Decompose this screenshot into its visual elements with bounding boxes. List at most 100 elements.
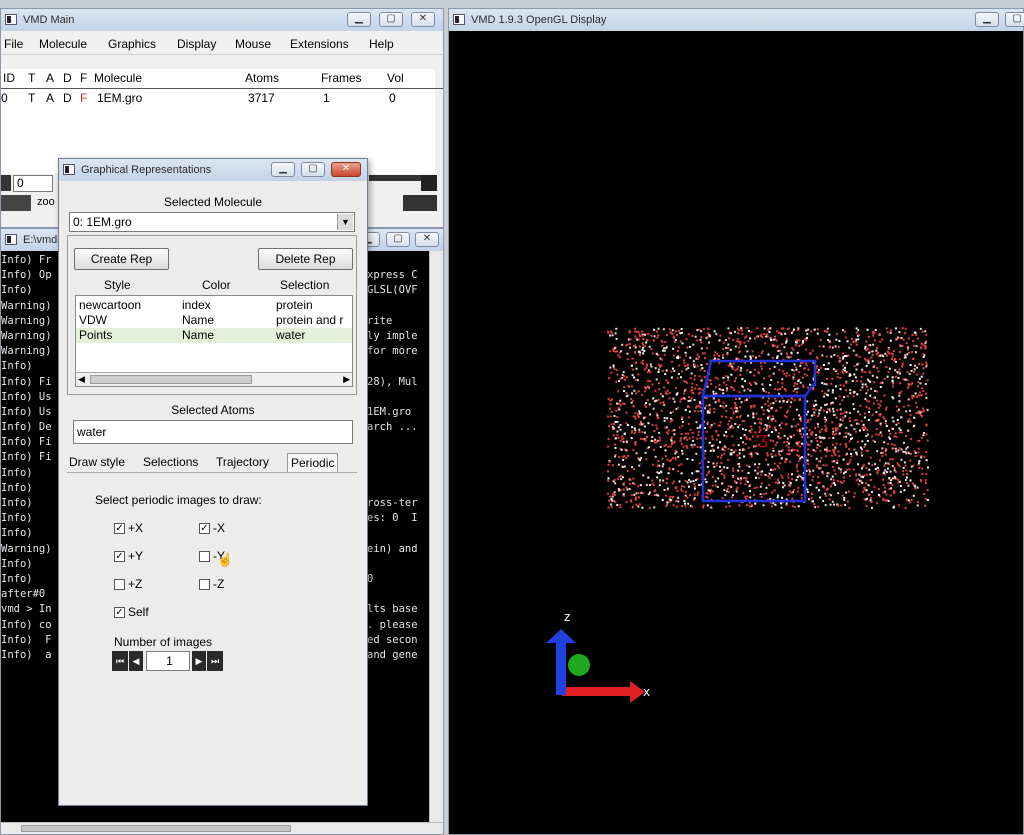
water-point xyxy=(732,475,734,477)
tab-trajectory[interactable]: Trajectory xyxy=(216,455,269,469)
console-vertical-scrollbar[interactable] xyxy=(429,251,443,822)
reps-horizontal-scrollbar[interactable]: ◀ ▶ xyxy=(76,372,352,386)
water-point xyxy=(911,351,913,353)
gl-titlebar[interactable]: VMD 1.9.3 OpenGL Display ▁ ▢ xyxy=(449,9,1024,31)
vmd-main-titlebar[interactable]: VMD Main ▁ ▢ ✕ xyxy=(1,9,443,31)
table-row[interactable]: VDW Name protein and r xyxy=(76,313,352,328)
col-frames[interactable]: Frames xyxy=(321,71,362,85)
water-point xyxy=(891,379,894,382)
frame-input[interactable]: 0 xyxy=(13,175,53,192)
scroll-right-icon[interactable]: ▶ xyxy=(343,374,350,384)
last-icon[interactable]: ⏭ xyxy=(207,651,223,671)
plus-x-checkbox[interactable]: ✓ xyxy=(114,523,125,534)
selected-molecule-dropdown[interactable]: 0: 1EM.gro ▼ xyxy=(69,212,355,232)
console-horizontal-scrollbar[interactable] xyxy=(1,822,443,834)
number-of-images-input[interactable]: 1 xyxy=(146,651,190,671)
mol-drawn[interactable]: D xyxy=(63,91,72,105)
water-point xyxy=(926,499,929,501)
minus-z-checkbox[interactable] xyxy=(199,579,210,590)
close-button[interactable]: ✕ xyxy=(415,232,439,247)
water-point xyxy=(619,489,622,492)
step-forward-button[interactable] xyxy=(403,195,437,211)
col-atoms[interactable]: Atoms xyxy=(245,71,280,85)
water-point xyxy=(798,428,801,430)
water-point xyxy=(833,452,836,455)
selected-atoms-input[interactable]: water xyxy=(73,420,353,444)
console-line-left: Info) Fr xyxy=(1,254,52,266)
chevron-down-icon[interactable]: ▼ xyxy=(337,214,353,230)
mol-top[interactable]: T xyxy=(28,91,36,105)
water-point xyxy=(658,436,661,439)
next-icon[interactable]: ▶ xyxy=(192,651,206,671)
water-point xyxy=(915,412,918,415)
delete-rep-button[interactable]: Delete Rep xyxy=(258,248,353,270)
scroll-thumb[interactable] xyxy=(90,375,252,384)
plus-y-checkbox[interactable]: ✓ xyxy=(114,551,125,562)
water-point xyxy=(897,449,900,452)
menu-graphics[interactable]: Graphics xyxy=(108,37,157,51)
col-id[interactable]: ID xyxy=(3,71,15,85)
close-button[interactable]: ✕ xyxy=(411,12,435,27)
menu-file[interactable]: File xyxy=(4,37,24,51)
close-button[interactable]: ✕ xyxy=(331,162,361,177)
frame-slider[interactable] xyxy=(369,175,421,181)
color-column-header[interactable]: Color xyxy=(202,278,231,292)
create-rep-button[interactable]: Create Rep xyxy=(74,248,169,270)
plus-z-checkbox[interactable] xyxy=(114,579,125,590)
scroll-left-icon[interactable]: ◀ xyxy=(78,374,85,384)
step-back-button[interactable] xyxy=(1,195,31,211)
water-point xyxy=(764,403,767,406)
water-point xyxy=(818,409,821,412)
water-point xyxy=(711,438,714,441)
mol-fixed[interactable]: F xyxy=(80,91,88,105)
minus-x-checkbox[interactable]: ✓ xyxy=(199,523,210,534)
tab-periodic[interactable]: Periodic xyxy=(287,453,339,473)
scroll-thumb[interactable] xyxy=(21,825,291,832)
style-column-header[interactable]: Style xyxy=(104,278,131,292)
maximize-button[interactable]: ▢ xyxy=(301,162,325,177)
minimize-button[interactable]: ▁ xyxy=(975,12,999,27)
maximize-button[interactable]: ▢ xyxy=(1005,12,1024,27)
maximize-button[interactable]: ▢ xyxy=(386,232,410,247)
minimize-button[interactable]: ▁ xyxy=(347,12,371,27)
water-point xyxy=(640,361,643,364)
col-f[interactable]: F xyxy=(80,71,88,85)
frame-start-button[interactable] xyxy=(1,175,11,191)
water-point xyxy=(861,467,863,470)
water-point xyxy=(726,389,728,392)
tab-draw-style[interactable]: Draw style xyxy=(69,455,126,469)
col-d[interactable]: D xyxy=(63,71,72,85)
console-line-right: ein) and xyxy=(367,542,418,555)
table-row[interactable]: newcartoon index protein xyxy=(76,298,352,313)
menu-extensions[interactable]: Extensions xyxy=(290,37,349,51)
water-point xyxy=(710,424,713,426)
water-point xyxy=(723,466,726,469)
menu-display[interactable]: Display xyxy=(177,37,217,51)
water-point xyxy=(791,368,794,371)
menu-help[interactable]: Help xyxy=(369,37,394,51)
minus-y-checkbox[interactable] xyxy=(199,551,210,562)
molecular-viewport[interactable]: ʒ x z xyxy=(449,31,1023,834)
water-point xyxy=(665,334,668,337)
menu-molecule[interactable]: Molecule xyxy=(39,37,88,51)
col-vol[interactable]: Vol xyxy=(387,71,404,85)
water-point xyxy=(662,463,665,465)
menu-mouse[interactable]: Mouse xyxy=(235,37,272,51)
maximize-button[interactable]: ▢ xyxy=(379,12,403,27)
table-row-selected[interactable]: Points Name water xyxy=(76,328,352,343)
water-point xyxy=(661,341,664,344)
self-checkbox[interactable]: ✓ xyxy=(114,607,125,618)
graphical-reps-titlebar[interactable]: Graphical Representations ▁ ▢ ✕ xyxy=(59,159,367,181)
col-a[interactable]: A xyxy=(46,71,55,85)
water-point xyxy=(612,350,615,352)
selection-column-header[interactable]: Selection xyxy=(280,278,330,292)
col-molecule[interactable]: Molecule xyxy=(94,71,143,85)
frame-end-button[interactable] xyxy=(421,175,437,191)
tab-selections[interactable]: Selections xyxy=(143,455,199,469)
prev-icon[interactable]: ◀ xyxy=(129,651,143,671)
col-t[interactable]: T xyxy=(28,71,36,85)
mol-active[interactable]: A xyxy=(46,91,55,105)
molecule-row[interactable]: 0 T A D F 1EM.gro 3717 1 0 xyxy=(1,91,443,109)
first-icon[interactable]: ⏮ xyxy=(112,651,128,671)
minimize-button[interactable]: ▁ xyxy=(271,162,295,177)
